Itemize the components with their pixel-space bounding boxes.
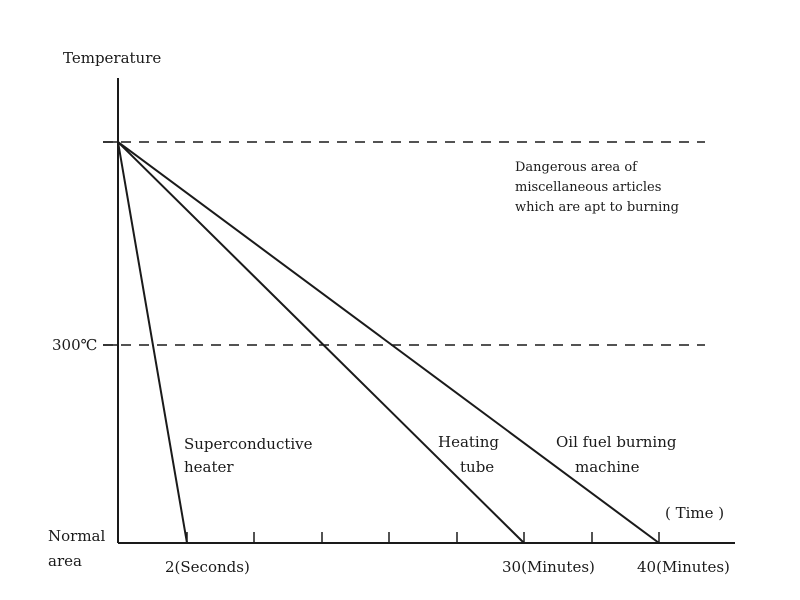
series-label-line: machine xyxy=(575,458,640,476)
series-line xyxy=(117,141,188,544)
x-axis-label: ( Time ) xyxy=(665,504,724,522)
danger-zone-line: miscellaneous articles xyxy=(515,180,661,195)
series-line xyxy=(117,141,660,544)
series-label-heating-tube: Heating tube xyxy=(438,433,499,476)
series-label-line: Superconductive xyxy=(184,435,313,453)
series-label-line: Oil fuel burning xyxy=(556,433,677,451)
normal-area-label-line1: Normal xyxy=(48,527,105,545)
x-tick-label: 40(Minutes) xyxy=(637,558,730,576)
danger-zone-line: Dangerous area of xyxy=(515,160,638,175)
series-label-oil-fuel-burning-machine: Oil fuel burning machine xyxy=(556,433,677,476)
series-label-line: Heating xyxy=(438,433,499,451)
series-label-line: heater xyxy=(184,458,234,476)
x-tick-label: 30(Minutes) xyxy=(502,558,595,576)
series-label-line: tube xyxy=(460,458,494,476)
series-line xyxy=(117,141,525,544)
danger-zone-annotation: Dangerous area of miscellaneous articles… xyxy=(515,160,679,215)
normal-area-label-line2: area xyxy=(48,552,82,570)
y-level-300c: 300℃ xyxy=(52,336,97,354)
y-axis-label: Temperature xyxy=(63,49,161,67)
series-label-superconductive-heater: Superconductive heater xyxy=(184,435,313,476)
danger-zone-line: which are apt to burning xyxy=(515,200,679,215)
x-tick-label: 2(Seconds) xyxy=(165,558,250,576)
